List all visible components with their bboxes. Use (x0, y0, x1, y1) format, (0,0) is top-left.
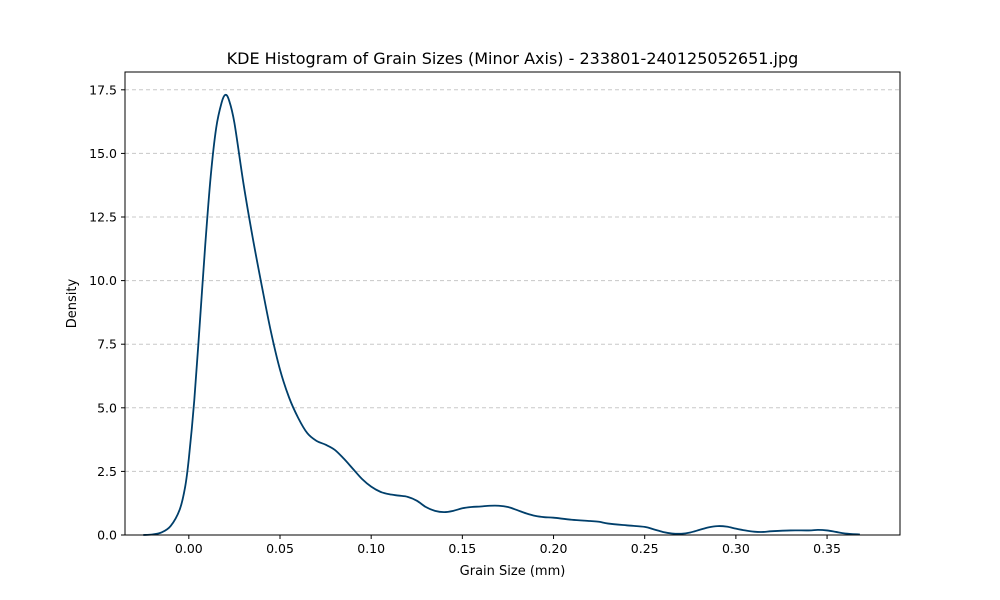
x-tick-label: 0.00 (175, 541, 203, 556)
x-tick-label: 0.20 (540, 541, 568, 556)
plot-frame (124, 71, 901, 536)
y-axis-label: Density (65, 278, 80, 328)
y-tick-label: 7.5 (97, 337, 117, 352)
chart-title: KDE Histogram of Grain Sizes (Minor Axis… (227, 49, 799, 68)
x-tick-label: 0.10 (357, 541, 385, 556)
x-tick-label: 0.30 (722, 541, 750, 556)
y-tick-label: 0.0 (97, 528, 117, 543)
x-axis-label: Grain Size (mm) (460, 564, 566, 579)
ticks: 0.0 2.5 5.0 7.5 10.0 12.5 15.0 17.5 0.00 0.05 0.10… (89, 82, 841, 556)
x-tick-label: 0.05 (266, 541, 294, 556)
y-tick-label: 10.0 (89, 273, 117, 288)
y-tick-label: 17.5 (89, 82, 117, 97)
x-tick-label: 0.25 (631, 541, 659, 556)
x-tick-label: 0.35 (813, 541, 841, 556)
kde-line (143, 93, 860, 536)
y-tick-label: 15.0 (89, 146, 117, 161)
y-tick-label: 5.0 (97, 400, 117, 415)
y-tick-label: 12.5 (89, 210, 117, 225)
series-layer (143, 93, 860, 536)
y-tick-label: 2.5 (97, 464, 117, 479)
x-tick-label: 0.15 (448, 541, 476, 556)
